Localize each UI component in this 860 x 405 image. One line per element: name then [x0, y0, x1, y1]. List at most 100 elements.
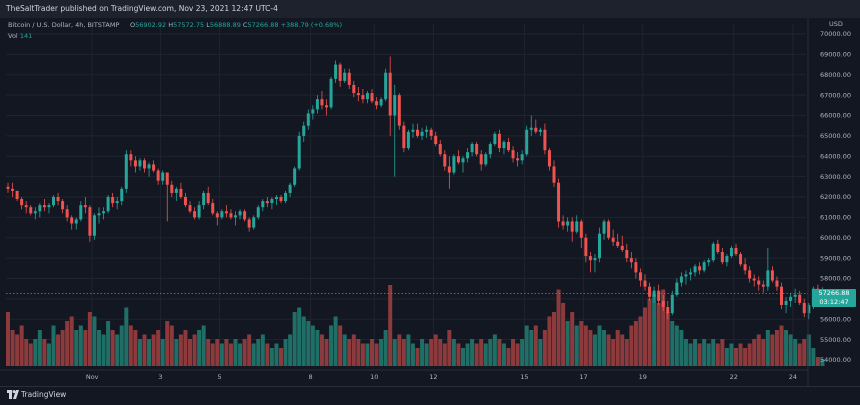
- candle-body: [238, 211, 242, 216]
- candle-body: [361, 95, 365, 100]
- x-tick-label: 5: [218, 373, 222, 381]
- candle-body: [798, 294, 802, 303]
- volume-bar: [151, 334, 156, 366]
- close-key: C: [242, 21, 248, 29]
- candle-body: [29, 207, 33, 214]
- volume-bar: [87, 312, 92, 366]
- volume-bar: [92, 316, 97, 366]
- volume-bar: [597, 325, 602, 366]
- volume-bar: [734, 348, 738, 366]
- open-key: O: [130, 21, 136, 29]
- candle-body: [229, 213, 233, 218]
- volume-bar: [174, 339, 179, 366]
- volume-bar: [315, 330, 320, 366]
- candle-body: [502, 141, 506, 149]
- volume-bar: [606, 334, 611, 366]
- currency-label: USD: [829, 20, 843, 28]
- volume-bar: [447, 330, 452, 366]
- candle-body: [193, 211, 197, 218]
- candle-body: [438, 144, 442, 155]
- candle-body: [74, 219, 78, 224]
- tradingview-logo-icon[interactable]: [7, 390, 19, 399]
- volume-bar: [665, 312, 670, 366]
- volume-bar: [588, 330, 593, 366]
- volume-bar: [779, 325, 784, 366]
- close-value: 57266.88: [247, 21, 279, 29]
- candle-body: [188, 205, 192, 212]
- candle-body: [370, 93, 374, 102]
- y-tick-label: 61000.00: [820, 214, 851, 222]
- volume-bar: [319, 334, 324, 366]
- candle-body: [584, 237, 588, 257]
- candle-body: [197, 205, 201, 218]
- volume-bar: [670, 321, 675, 366]
- candle-body: [661, 300, 665, 308]
- volume-bar: [724, 348, 729, 366]
- y-tick-label: 64000.00: [820, 152, 851, 160]
- candle-body: [375, 101, 379, 106]
- volume-bar: [69, 316, 74, 366]
- candle-body: [525, 129, 529, 155]
- last-price-tag: 57266.88 03:12:47: [812, 289, 856, 307]
- last-price: 57266.88: [818, 289, 850, 297]
- candle-body: [507, 141, 510, 151]
- candle-body: [643, 280, 647, 287]
- volume-bar: [533, 325, 538, 366]
- x-tick-label: 24: [789, 373, 797, 381]
- candle-body: [11, 188, 15, 191]
- candle-body: [761, 284, 765, 287]
- volume-bar: [747, 343, 752, 366]
- volume-bar: [624, 339, 629, 366]
- candle-body: [211, 203, 215, 214]
- volume-bar: [574, 325, 579, 366]
- candle-body: [475, 144, 479, 155]
- volume-bar: [711, 339, 716, 366]
- candle-body: [329, 78, 333, 108]
- candle-body: [670, 294, 674, 314]
- tradingview-brand[interactable]: TradingView: [21, 390, 67, 399]
- candle-body: [616, 241, 620, 246]
- volume-bar: [78, 325, 83, 366]
- volume-bar: [219, 343, 224, 366]
- volume-bar: [479, 339, 484, 366]
- volume-bar: [160, 339, 165, 366]
- candle-body: [61, 201, 65, 210]
- candle-body: [766, 270, 770, 287]
- candle-body: [607, 221, 611, 238]
- candle-body: [443, 154, 447, 167]
- candle-body: [689, 272, 692, 275]
- volume-bar: [106, 321, 111, 366]
- y-tick-label: 67000.00: [820, 91, 851, 99]
- volume-bar: [797, 343, 802, 366]
- volume-bar: [615, 330, 620, 366]
- candle-body: [284, 192, 288, 202]
- volume-bar: [720, 339, 725, 366]
- candle-body: [343, 72, 347, 81]
- volume-bar: [529, 330, 534, 366]
- candle-body: [397, 95, 401, 126]
- volume-bar: [406, 334, 411, 366]
- volume-bar: [233, 339, 238, 366]
- high-key: H: [168, 21, 174, 29]
- y-tick-label: 70000.00: [820, 30, 851, 38]
- candle-body: [593, 258, 597, 261]
- candle-body: [279, 197, 283, 202]
- symbol-label: Bitcoin / U.S. Dollar, 4h, BITSTAMP: [8, 21, 120, 29]
- candle-body: [120, 188, 124, 202]
- volume-bar: [461, 348, 465, 366]
- publish-info: TheSaltTrader published on TradingView.c…: [6, 4, 278, 13]
- volume-bar: [192, 334, 197, 366]
- candle-body: [393, 95, 397, 116]
- candle-body: [775, 280, 779, 287]
- volume-bar: [424, 343, 429, 366]
- candle-body: [88, 207, 92, 236]
- volume-bar: [238, 343, 243, 366]
- candle-body: [516, 158, 520, 161]
- candle-body: [274, 197, 278, 200]
- candle-body: [429, 129, 433, 136]
- candle-body: [675, 282, 679, 295]
- candle-body: [552, 166, 556, 183]
- volume-bar: [19, 325, 24, 366]
- candle-body: [347, 72, 351, 85]
